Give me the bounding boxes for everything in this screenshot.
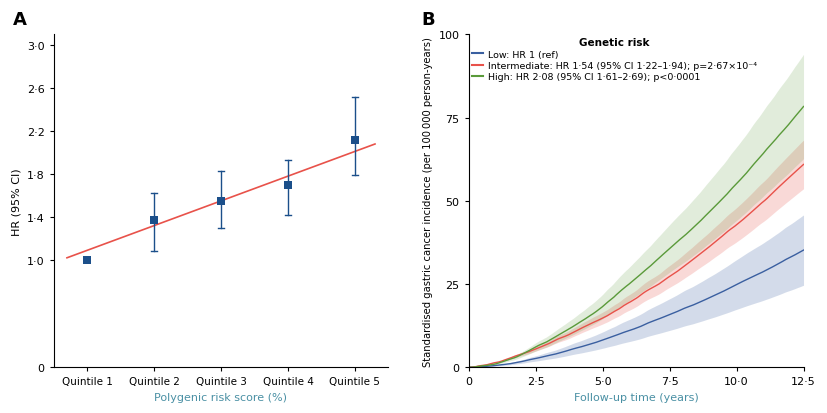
X-axis label: Follow-up time (years): Follow-up time (years): [574, 392, 699, 402]
Text: B: B: [422, 11, 436, 29]
X-axis label: Polygenic risk score (%): Polygenic risk score (%): [155, 392, 288, 402]
Y-axis label: Standardised gastric cancer incidence (per 100 000 person-years): Standardised gastric cancer incidence (p…: [423, 37, 433, 366]
Text: A: A: [13, 11, 27, 29]
Y-axis label: HR (95% CI): HR (95% CI): [11, 168, 22, 235]
Legend: Low: HR 1 (ref), Intermediate: HR 1·54 (95% CI 1·22–1·94); p=2·67×10⁻⁴, High: HR: Low: HR 1 (ref), Intermediate: HR 1·54 (…: [471, 38, 757, 82]
